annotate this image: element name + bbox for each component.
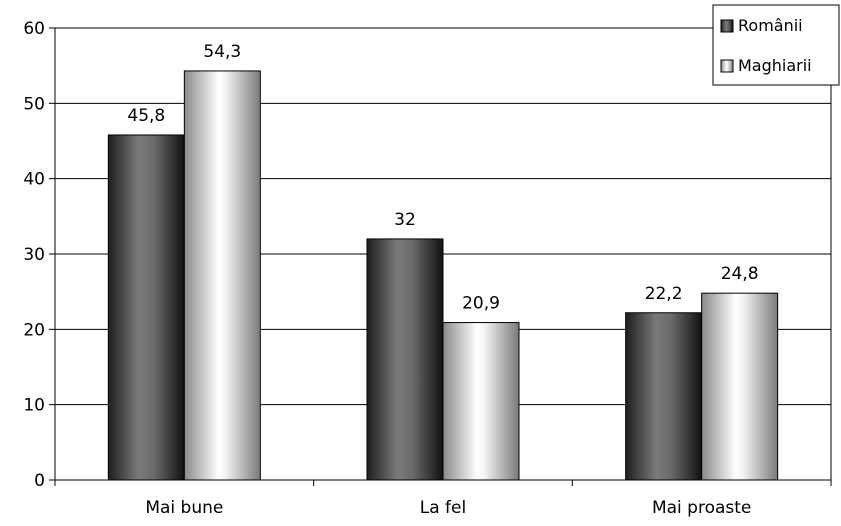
bar-maghiarii xyxy=(701,292,779,481)
bar-romanii xyxy=(107,134,185,481)
legend-label-maghiarii: Maghiarii xyxy=(738,56,812,75)
x-category-label: La fel xyxy=(420,498,466,518)
y-tick-label: 10 xyxy=(23,396,45,416)
data-label: 54,3 xyxy=(203,42,241,62)
y-tick-label: 0 xyxy=(34,471,45,491)
bar-maghiarii xyxy=(183,70,261,481)
data-label: 24,8 xyxy=(721,264,759,284)
x-axis-labels: Mai bune La fel Mai proaste xyxy=(54,480,832,518)
data-labels: 45,8 54,3 32 20,9 22,2 24,8 xyxy=(127,42,758,314)
bar-maghiarii xyxy=(442,322,520,481)
bars xyxy=(107,70,779,481)
legend-box xyxy=(712,4,840,86)
y-tick-label: 50 xyxy=(23,94,45,114)
data-label: 45,8 xyxy=(127,106,165,126)
y-axis-ticks: 0 10 20 30 40 50 60 xyxy=(23,19,55,491)
y-tick-label: 20 xyxy=(23,320,45,340)
y-tick-label: 30 xyxy=(23,245,45,265)
data-label: 20,9 xyxy=(462,294,500,314)
bar-romanii xyxy=(625,312,703,481)
y-tick-label: 40 xyxy=(23,170,45,190)
data-label: 22,2 xyxy=(645,284,683,304)
legend: Românii Maghiarii xyxy=(712,4,840,86)
x-category-label: Mai proaste xyxy=(652,498,751,518)
data-label: 32 xyxy=(394,210,416,230)
x-category-label: Mai bune xyxy=(145,498,223,518)
legend-swatch-romanii xyxy=(720,19,734,33)
legend-swatch-maghiarii xyxy=(720,59,734,73)
y-tick-label: 60 xyxy=(23,19,45,39)
legend-label-romanii: Românii xyxy=(738,16,803,35)
bar-romanii xyxy=(366,238,444,481)
